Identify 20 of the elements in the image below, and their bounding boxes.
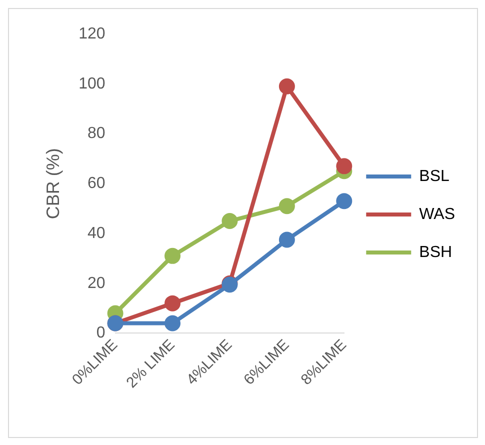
point: [278, 198, 295, 214]
y-axis-title: CBR (%): [42, 148, 63, 220]
point: [222, 213, 238, 230]
point: [164, 315, 181, 332]
point: [164, 248, 181, 264]
point: [336, 158, 352, 174]
y-tick-label: 40: [88, 224, 106, 242]
legend-label: WAS: [419, 206, 456, 223]
y-tick-label: 120: [78, 25, 106, 42]
point: [278, 232, 295, 248]
y-tick-label: 0: [96, 324, 106, 342]
legend-label: BSH: [419, 244, 452, 261]
y-tick-label: 20: [88, 274, 106, 292]
y-tick-label: 60: [88, 175, 106, 192]
y-tick-label: 80: [88, 125, 106, 142]
point: [336, 193, 352, 210]
point: [164, 295, 181, 312]
point: [278, 78, 295, 94]
y-tick-label: 100: [78, 75, 106, 92]
legend-label: BSL: [419, 168, 450, 185]
